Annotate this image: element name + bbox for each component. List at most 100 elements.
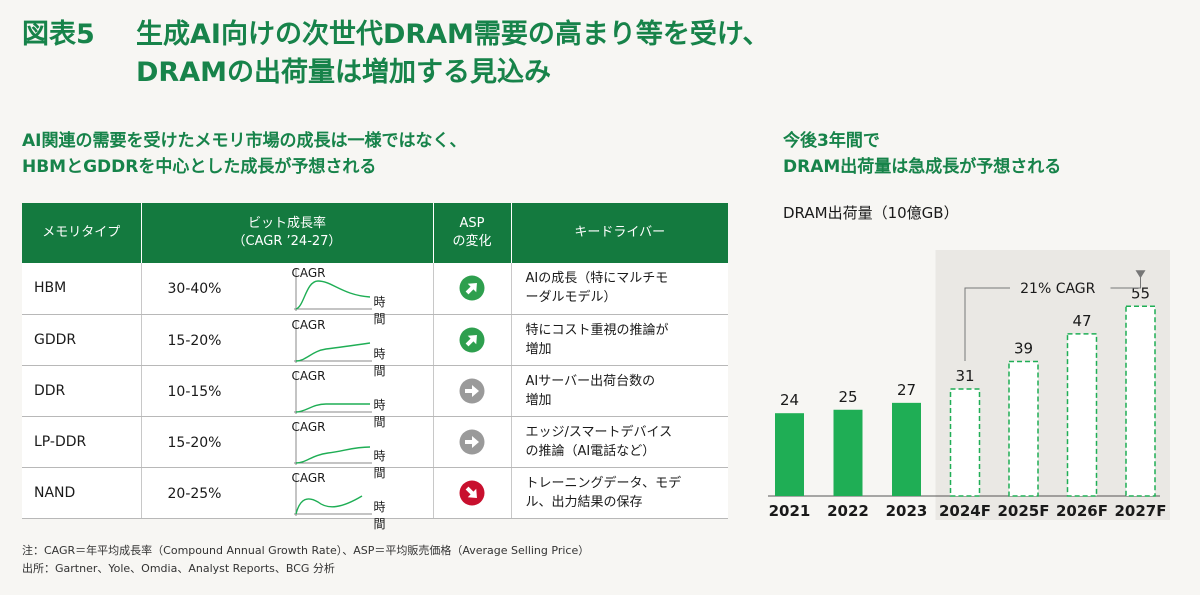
left-subtitle-line1: AI関連の需要を受けたメモリ市場の成長は一様ではなく、	[22, 131, 467, 151]
cagr-bracket-left	[964, 287, 1010, 362]
left-subtitle: AI関連の需要を受けたメモリ市場の成長は一様ではなく、 HBMとGDDRを中心と…	[22, 128, 466, 180]
key-driver-line2: ーダルモデル）	[525, 290, 617, 306]
key-driver-cell: エッジ/スマートデバイス の推論（AI電話など）	[511, 416, 728, 468]
asp-change-cell	[433, 263, 512, 315]
key-driver-line2: 増加	[525, 341, 552, 357]
bar-value-label: 25	[838, 388, 857, 406]
key-driver-line1: トレーニングデータ、モデ	[525, 475, 682, 491]
cagr-annotation: 21% CAGR	[1020, 281, 1096, 297]
header-memory-type: メモリタイプ	[22, 203, 142, 263]
header-key-driver: キードライバー	[511, 203, 728, 263]
arrow-down-right-icon	[459, 480, 485, 505]
bar-2026F	[1066, 333, 1098, 497]
dram-shipment-bar-chart: 24 2021 25 2022 27 2023 31 2024F 39 2025F 47 2026F 5…	[768, 250, 1170, 520]
right-subtitle-line2: DRAM出荷量は急成長が予想される	[783, 157, 1062, 177]
sparkline-cagr-label: CAGR	[291, 368, 326, 383]
growth-rate-value: 15-20%	[167, 434, 222, 451]
bar-2024F	[949, 388, 981, 497]
table-row: LP-DDR 15-20% CAGR 時間 エッジ/スマートデバイス の推論（AI電話など…	[22, 416, 728, 480]
sparkline-time-label: 時間	[373, 499, 386, 531]
key-driver-cell: AIサーバー出荷台数の 増加	[511, 365, 728, 417]
sparkline-cagr-label: CAGR	[291, 419, 326, 434]
key-driver-line1: エッジ/スマートデバイス	[525, 424, 673, 440]
table-header-row: メモリタイプ ビット成長率 （CAGR ’24-27） ASP の変化 キードラ…	[22, 203, 728, 263]
header-bit-growth: ビット成長率 （CAGR ’24-27）	[141, 203, 434, 263]
category-label: 2025F	[998, 502, 1050, 520]
key-driver-line1: 特にコスト重視の推論が	[525, 322, 669, 338]
key-driver-line1: AIの成長（特にマルチモ	[525, 271, 669, 287]
bit-growth-cell: 20-25% CAGR 時間	[141, 467, 434, 531]
header-bit-growth-line2: （CAGR ’24-27）	[232, 234, 342, 249]
memory-type-cell: GDDR	[22, 314, 142, 366]
header-asp-line2: の変化	[452, 234, 492, 249]
header-asp-line1: ASP	[459, 216, 485, 231]
bar-value-label: 39	[1014, 339, 1033, 357]
source-text: 出所：Gartner、Yole、Omdia、Analyst Reports、BC…	[22, 562, 335, 575]
arrow-up-right-icon	[459, 327, 485, 352]
growth-rate-value: 20-25%	[167, 485, 222, 502]
growth-rate-value: 15-20%	[167, 332, 222, 349]
bar-value-label: 27	[897, 381, 916, 399]
memory-type-table: メモリタイプ ビット成長率 （CAGR ’24-27） ASP の変化 キードラ…	[22, 203, 728, 531]
memory-type-cell: LP-DDR	[22, 416, 142, 468]
growth-rate-value: 30-40%	[167, 281, 222, 297]
memory-type-cell: HBM	[22, 263, 142, 315]
asp-change-cell	[433, 365, 512, 417]
sparkline-graphic	[293, 320, 372, 363]
footnotes: 注：CAGR＝年平均成長率（Compound Annual Growth Rat…	[22, 542, 589, 578]
key-driver-cell: AIの成長（特にマルチモ ーダルモデル）	[511, 263, 728, 315]
sparkline-cagr-label: CAGR	[291, 266, 326, 280]
bar-2021	[775, 413, 804, 496]
key-driver-line2: ル、出力結果の保存	[525, 494, 643, 510]
key-driver-cell: 特にコスト重視の推論が 増加	[511, 314, 728, 366]
sparkline-graphic	[293, 269, 372, 311]
bar-value-label: 55	[1131, 284, 1150, 302]
sparkline-graphic	[293, 422, 372, 465]
table-row: DDR 10-15% CAGR 時間 AIサーバー出荷台数の 増加	[22, 365, 728, 429]
sparkline-cagr-label: CAGR	[291, 317, 326, 332]
bar-2025F	[1008, 360, 1039, 497]
note-text: 注：CAGR＝年平均成長率（Compound Annual Growth Rat…	[22, 544, 590, 557]
figure-number: 図表5	[22, 19, 95, 50]
chart-unit-label: DRAM出荷量（10億GB）	[783, 204, 959, 222]
figure-title-line1: 生成AI向けの次世代DRAM需要の高まり等を受け、	[136, 19, 770, 50]
header-bit-growth-line1: ビット成長率	[247, 216, 326, 231]
bit-growth-cell: 15-20% CAGR 時間	[141, 416, 434, 480]
memory-type-cell: DDR	[22, 365, 142, 417]
arrow-right-icon	[459, 378, 485, 403]
figure-title-line2: DRAMの出荷量は増加する見込み	[136, 57, 551, 88]
bar-2023	[892, 402, 921, 496]
category-label: 2023	[886, 502, 928, 520]
key-driver-line2: の推論（AI電話など）	[525, 443, 656, 459]
category-label: 2027F	[1115, 502, 1167, 520]
arrow-up-right-icon	[459, 275, 485, 301]
bit-growth-cell: 10-15% CAGR 時間	[141, 365, 434, 429]
memory-type-cell: NAND	[22, 467, 142, 519]
category-label: 2021	[769, 502, 811, 520]
asp-change-cell	[433, 314, 512, 366]
key-driver-line2: 増加	[525, 392, 552, 408]
arrow-down-icon	[1135, 270, 1146, 279]
key-driver-cell: トレーニングデータ、モデ ル、出力結果の保存	[511, 467, 728, 519]
growth-rate-value: 10-15%	[167, 383, 222, 400]
bar-value-label: 31	[955, 367, 974, 385]
bar-value-label: 47	[1072, 312, 1091, 330]
asp-change-cell	[433, 416, 512, 468]
bar-value-label: 24	[780, 391, 799, 409]
right-subtitle-line1: 今後3年間で	[783, 131, 880, 151]
table-row: HBM 30-40% CAGR 時間 AIの成長（特にマルチモ ーダルモデル）	[22, 263, 728, 326]
bar-2022	[833, 409, 863, 496]
right-subtitle: 今後3年間で DRAM出荷量は急成長が予想される	[783, 128, 1061, 180]
asp-change-cell	[433, 467, 512, 519]
figure-title: 図表5 生成AI向けの次世代DRAM需要の高まり等を受け、 DRAMの出荷量は増加…	[22, 16, 770, 92]
sparkline-graphic	[293, 371, 372, 414]
left-subtitle-line2: HBMとGDDRを中心とした成長が予想される	[22, 157, 377, 177]
bar-2027F	[1125, 305, 1156, 497]
bit-growth-cell: 30-40% CAGR 時間	[141, 263, 434, 326]
sparkline-graphic	[293, 473, 372, 516]
header-asp-change: ASP の変化	[433, 203, 512, 263]
category-label: 2022	[827, 502, 869, 520]
category-label: 2026F	[1056, 502, 1108, 520]
category-label: 2024F	[939, 502, 991, 520]
sparkline-cagr-label: CAGR	[291, 470, 326, 485]
